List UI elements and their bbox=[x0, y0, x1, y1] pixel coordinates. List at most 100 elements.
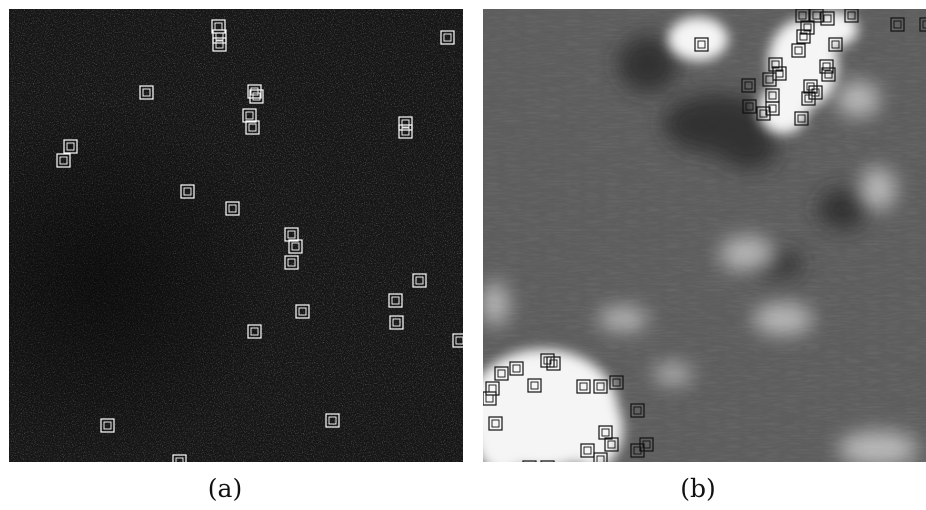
panel-b-box-42 bbox=[593, 452, 608, 462]
panel-b-sea-image bbox=[483, 9, 926, 462]
panel-b-box-40 bbox=[639, 437, 654, 452]
panel-b-box-27 bbox=[546, 356, 561, 371]
panel-a-box-inner-11 bbox=[401, 127, 410, 136]
panel-b-box-inner-18 bbox=[768, 91, 777, 100]
caption-a: (a) bbox=[207, 474, 243, 503]
panel-a-box-inner-13 bbox=[59, 156, 68, 165]
panel-a-box-2 bbox=[212, 29, 227, 44]
panel-a-detection-boxes bbox=[56, 19, 463, 462]
panel-a-box-inner-17 bbox=[291, 242, 300, 251]
panel-b-box-14 bbox=[819, 59, 834, 74]
panel-a-box-inner-21 bbox=[298, 307, 307, 316]
panel-b-box-30 bbox=[494, 366, 509, 381]
panel-a-box-inner-18 bbox=[287, 258, 296, 267]
panel-b-box-3 bbox=[820, 11, 835, 26]
panel-b-box-29 bbox=[527, 378, 542, 393]
panel-b-box-44 bbox=[540, 460, 555, 462]
panel-b-box-45 bbox=[483, 391, 497, 406]
panel-a-box-inner-3 bbox=[215, 40, 224, 49]
panel-a-box-5 bbox=[139, 85, 154, 100]
panel-b-box-10 bbox=[791, 43, 806, 58]
panel-b-box-inner-5 bbox=[893, 20, 902, 29]
panel-b-box-inner-37 bbox=[601, 428, 610, 437]
panel-b-box-34 bbox=[609, 375, 624, 390]
panel-b-box-inner-30 bbox=[497, 369, 506, 378]
panel-a-box-inner-2 bbox=[215, 32, 224, 41]
panel-a-box-inner-15 bbox=[228, 204, 237, 213]
panel-b-box-inner-34 bbox=[612, 378, 621, 387]
panel-a-box-inner-24 bbox=[455, 336, 463, 345]
panel-b-box-24 bbox=[801, 91, 816, 106]
clouds bbox=[483, 11, 918, 462]
panel-a-box-23 bbox=[247, 324, 262, 339]
panel-b-box-inner-41 bbox=[583, 446, 592, 455]
panel-b-box-inner-42 bbox=[596, 455, 605, 462]
panel-b-box-inner-14 bbox=[822, 62, 831, 71]
panel-a-box-16 bbox=[284, 227, 299, 242]
panel-b-box-inner-10 bbox=[794, 46, 803, 55]
panel-b-box-5 bbox=[890, 17, 905, 32]
panel-b-box-inner-1 bbox=[798, 11, 807, 20]
panel-b-box-inner-16 bbox=[744, 81, 753, 90]
panel-b-box-28 bbox=[509, 361, 524, 376]
panel-b-box-inner-28 bbox=[512, 364, 521, 373]
panel-a-box-18 bbox=[284, 255, 299, 270]
panel-a-box-21 bbox=[295, 304, 310, 319]
panel-b-box-inner-3 bbox=[823, 14, 832, 23]
panel-a-box-13 bbox=[56, 153, 71, 168]
panel-b-box-16 bbox=[741, 78, 756, 93]
panel-b-box-inner-29 bbox=[530, 381, 539, 390]
panel-a-box-inner-8 bbox=[245, 111, 254, 120]
panel-b-box-19 bbox=[765, 101, 780, 116]
panel-a-box-14 bbox=[180, 184, 195, 199]
panel-a-box-7 bbox=[249, 89, 264, 104]
panel-b-box-inner-12 bbox=[771, 60, 780, 69]
panel-b-box-17 bbox=[762, 72, 777, 87]
panel-b-box-11 bbox=[828, 37, 843, 52]
panel-a-box-inner-9 bbox=[248, 123, 257, 132]
panel-a-box-inner-23 bbox=[250, 327, 259, 336]
panel-a-box-10 bbox=[398, 116, 413, 131]
panel-a-box-inner-27 bbox=[175, 457, 184, 462]
panel-b-box-inner-21 bbox=[759, 109, 768, 118]
panel-a-box-inner-6 bbox=[250, 87, 259, 96]
panel-a-box-27 bbox=[172, 454, 187, 462]
panel-b-box-2 bbox=[809, 9, 824, 23]
panel-a-box-4 bbox=[440, 30, 455, 45]
panel-a-box-8 bbox=[242, 108, 257, 123]
panel-a-image bbox=[9, 9, 463, 462]
panel-b-box-35 bbox=[630, 403, 645, 418]
panel-b-box-36 bbox=[488, 416, 503, 431]
panel-a-box-17 bbox=[288, 239, 303, 254]
panel-b-box-inner-27 bbox=[549, 359, 558, 368]
panel-a-box-22 bbox=[389, 315, 404, 330]
panel-b-box-inner-33 bbox=[596, 382, 605, 391]
panel-a-box-26 bbox=[325, 413, 340, 428]
panel-b-box-inner-35 bbox=[633, 406, 642, 415]
panel-a-box-inner-14 bbox=[183, 187, 192, 196]
panel-a-box-15 bbox=[225, 201, 240, 216]
panel-b-box-43 bbox=[522, 460, 537, 462]
panel-a-box-inner-19 bbox=[415, 276, 424, 285]
panel-a-box-inner-4 bbox=[443, 33, 452, 42]
panel-a-box-20 bbox=[388, 293, 403, 308]
panel-b-box-inner-45 bbox=[485, 394, 494, 403]
panel-b-box-25 bbox=[794, 111, 809, 126]
panel-a-box-inner-20 bbox=[391, 296, 400, 305]
panel-b-detection-boxes bbox=[483, 9, 926, 462]
cloud-shadows bbox=[618, 36, 868, 278]
panel-b-box-1 bbox=[795, 9, 810, 23]
panel-a-box-inner-25 bbox=[103, 421, 112, 430]
panel-b-box-9 bbox=[796, 29, 811, 44]
panel-b-box-33 bbox=[593, 379, 608, 394]
panel-b-box-12 bbox=[768, 57, 783, 72]
panel-a-box-inner-12 bbox=[66, 142, 75, 151]
panel-b-box-inner-9 bbox=[799, 32, 808, 41]
panel-b-box-inner-40 bbox=[642, 440, 651, 449]
panel-b-box-41 bbox=[580, 443, 595, 458]
panel-b-box-inner-20 bbox=[745, 102, 754, 111]
panel-a-box-inner-7 bbox=[252, 92, 261, 101]
panel-b-box-4 bbox=[844, 9, 859, 23]
panel-b-box-inner-4 bbox=[847, 11, 856, 20]
panel-a-box-3 bbox=[212, 37, 227, 52]
